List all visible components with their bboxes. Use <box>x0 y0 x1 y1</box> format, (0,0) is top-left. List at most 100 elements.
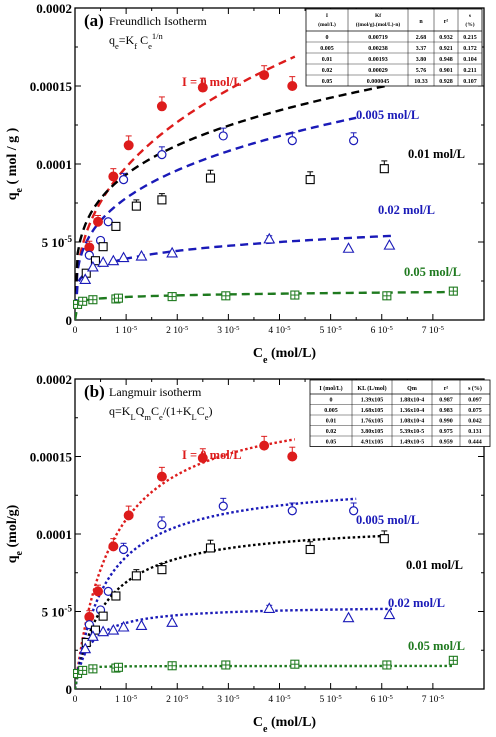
y-tick-label: 5 10-5 <box>42 604 73 620</box>
table-cell: 0.075 <box>468 408 482 414</box>
data-point <box>205 173 216 183</box>
data-point <box>259 70 270 81</box>
data-point <box>117 251 130 263</box>
table-cell: 0.01 <box>322 57 333 63</box>
data-point <box>287 81 298 91</box>
table-cell: 0.975 <box>439 429 453 435</box>
data-point <box>218 131 228 141</box>
table-cell: 0.983 <box>439 408 453 414</box>
data-point <box>98 611 108 621</box>
table-cell: 0.05 <box>322 79 333 85</box>
x-tick-label: 6 10-5 <box>371 325 394 337</box>
y-axis-label: qe ( mol / g ) <box>5 127 25 200</box>
equation: qe=Kf Ce1/n <box>109 31 163 51</box>
data-point <box>111 221 121 231</box>
table-cell: 0.00719 <box>368 35 388 41</box>
series-0 <box>84 65 298 253</box>
data-point <box>90 625 100 635</box>
data-point <box>111 591 121 601</box>
chart-panel-b: 0 1 10-5 2 10-5 3 10-5 4 10-5 5 10-5 6 10-5 7 1… <box>5 372 491 735</box>
series-1 <box>84 497 359 630</box>
table-header: s <box>469 13 471 19</box>
table-cell: 0.211 <box>463 68 476 74</box>
fit-curve <box>75 438 296 689</box>
x-tick-label: 6 10-5 <box>371 694 394 706</box>
data-point <box>287 136 297 146</box>
table-header: (mol/L) <box>318 21 336 28</box>
fit-curve <box>75 116 357 320</box>
data-point <box>305 544 315 555</box>
table-header: I <box>326 13 328 19</box>
table-cell: 0.02 <box>322 68 333 74</box>
panel-label: (a) <box>84 11 104 30</box>
data-point <box>86 630 99 641</box>
series-4 <box>73 286 458 309</box>
table-header: ((mol/g).(mol/L)-n) <box>356 21 401 28</box>
data-point <box>205 543 216 553</box>
table-cell: 1.36x10-4 <box>400 408 425 414</box>
table-cell: 1.76x105 <box>361 419 384 425</box>
series-label: 0.005 mol/L <box>356 513 419 527</box>
series-label: 0.005 mol/L <box>356 108 419 122</box>
data-point <box>349 506 359 516</box>
data-point <box>221 660 231 670</box>
data-point <box>78 665 88 675</box>
table-header: s (%) <box>468 385 482 392</box>
table-header: r² <box>444 19 449 25</box>
data-point <box>263 232 276 244</box>
table-cell: 0.05 <box>326 440 337 446</box>
data-point <box>113 662 124 672</box>
table-cell: 0 <box>326 35 329 41</box>
data-point <box>123 510 134 521</box>
table-cell: 3.80 <box>416 57 427 63</box>
table-header: Kf <box>375 13 381 19</box>
y-tick-label: 0.00015 <box>30 79 73 94</box>
table-cell: 10.33 <box>414 79 428 85</box>
data-point <box>97 256 110 267</box>
x-tick-label: 4 10-5 <box>268 325 291 337</box>
fit-curve <box>75 664 454 689</box>
data-point <box>108 541 119 552</box>
table-cell: 0.097 <box>468 398 482 404</box>
x-tick-label: 1 10-5 <box>115 694 138 706</box>
data-point <box>157 520 167 530</box>
data-point <box>259 440 270 451</box>
x-tick-label: 4 10-5 <box>268 694 291 706</box>
table-cell: 0.104 <box>463 57 477 63</box>
table-cell: 0.00029 <box>368 68 388 74</box>
y-tick-label: 0.0002 <box>36 1 72 16</box>
data-point <box>97 625 110 637</box>
data-point <box>93 586 104 597</box>
data-point <box>166 246 179 258</box>
table-cell: 0.990 <box>439 419 453 425</box>
data-point <box>156 101 167 112</box>
data-point <box>135 249 148 261</box>
data-point <box>448 286 458 296</box>
data-point <box>93 216 104 227</box>
table-cell: 3.80x105 <box>361 429 384 435</box>
data-point <box>349 136 359 146</box>
data-point <box>379 534 389 544</box>
data-point <box>290 290 300 300</box>
data-point <box>79 273 92 284</box>
series-label: 0.01 mol/L <box>406 558 463 572</box>
data-point <box>382 660 392 670</box>
table-cell: 0 <box>330 398 333 404</box>
x-tick-label: 1 10-5 <box>115 325 138 337</box>
data-point <box>123 140 134 151</box>
data-point <box>103 586 113 596</box>
data-point <box>88 295 98 305</box>
series-0 <box>84 435 298 622</box>
table-cell: 1.39x105 <box>361 398 384 404</box>
y-tick-label: 0.0002 <box>36 372 72 387</box>
table-cell: 0.959 <box>439 440 453 446</box>
series-label: 0.05 mol/L <box>404 265 461 279</box>
data-point <box>197 453 208 464</box>
series-1 <box>84 127 359 260</box>
data-point <box>157 150 167 160</box>
data-point <box>157 565 167 575</box>
x-tick-label: 7 10-5 <box>422 325 445 337</box>
table-header: r² <box>444 386 449 392</box>
